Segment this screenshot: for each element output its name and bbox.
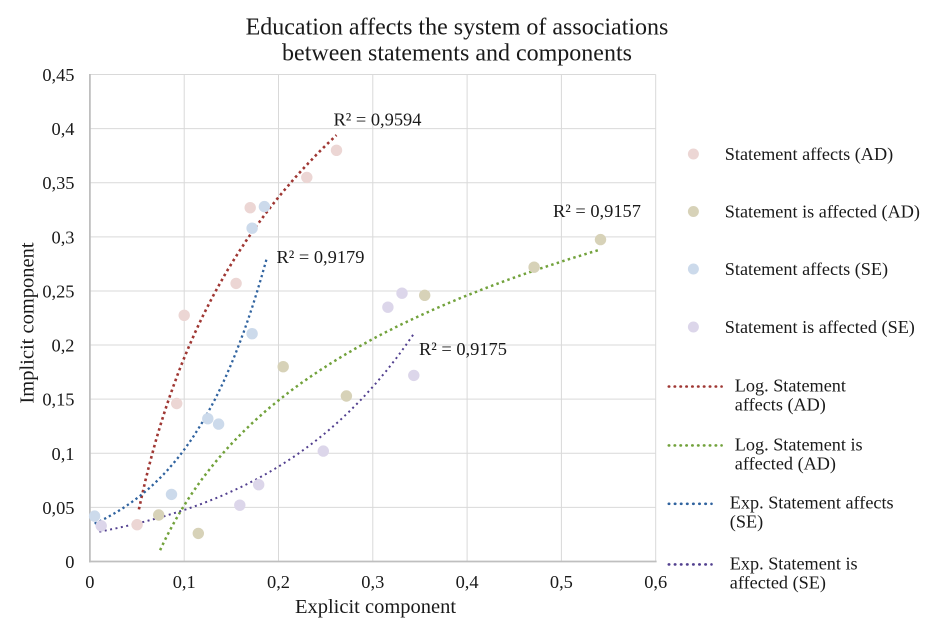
svg-text:Statement is affected (SE): Statement is affected (SE) [725, 317, 915, 338]
svg-text:Statement affects (AD): Statement affects (AD) [725, 144, 893, 165]
svg-text:(SE): (SE) [730, 512, 763, 533]
svg-text:0,45: 0,45 [42, 65, 74, 85]
svg-text:R² = 0,9179: R² = 0,9179 [277, 247, 365, 267]
svg-text:between statements and compone: between statements and components [282, 40, 632, 66]
svg-text:0,3: 0,3 [52, 227, 75, 247]
svg-text:Exp. Statement is: Exp. Statement is [730, 553, 858, 573]
svg-text:R² = 0,9157: R² = 0,9157 [553, 201, 641, 221]
svg-text:0,1: 0,1 [52, 444, 75, 464]
svg-text:0,35: 0,35 [42, 173, 74, 193]
svg-text:0,1: 0,1 [173, 572, 196, 592]
svg-text:Exp. Statement affects: Exp. Statement affects [730, 493, 894, 513]
svg-text:0: 0 [85, 572, 94, 592]
svg-text:affected (AD): affected (AD) [735, 453, 836, 474]
svg-text:0,05: 0,05 [42, 498, 74, 518]
svg-text:0,6: 0,6 [644, 572, 667, 592]
svg-text:Statement is affected (AD): Statement is affected (AD) [725, 201, 920, 222]
svg-text:Statement affects (SE): Statement affects (SE) [725, 259, 888, 280]
svg-text:Explicit component: Explicit component [295, 596, 456, 618]
svg-text:Log. Statement is: Log. Statement is [735, 434, 863, 454]
svg-text:0,15: 0,15 [42, 390, 74, 410]
svg-text:Implicit component: Implicit component [17, 242, 39, 403]
svg-text:0,4: 0,4 [456, 572, 479, 592]
svg-text:Education affects the system o: Education affects the system of associat… [246, 14, 669, 40]
svg-text:0,2: 0,2 [52, 336, 75, 356]
svg-text:affects (AD): affects (AD) [735, 394, 826, 415]
svg-text:0,2: 0,2 [267, 572, 290, 592]
svg-text:R² = 0,9175: R² = 0,9175 [419, 339, 507, 359]
svg-text:affected (SE): affected (SE) [730, 572, 826, 593]
svg-text:0: 0 [65, 552, 74, 572]
svg-text:0,3: 0,3 [361, 572, 384, 592]
svg-text:0,5: 0,5 [550, 572, 573, 592]
svg-text:0,25: 0,25 [42, 281, 74, 301]
svg-text:Log. Statement: Log. Statement [735, 375, 846, 395]
svg-text:0,4: 0,4 [52, 119, 75, 139]
svg-text:R² = 0,9594: R² = 0,9594 [334, 109, 422, 129]
